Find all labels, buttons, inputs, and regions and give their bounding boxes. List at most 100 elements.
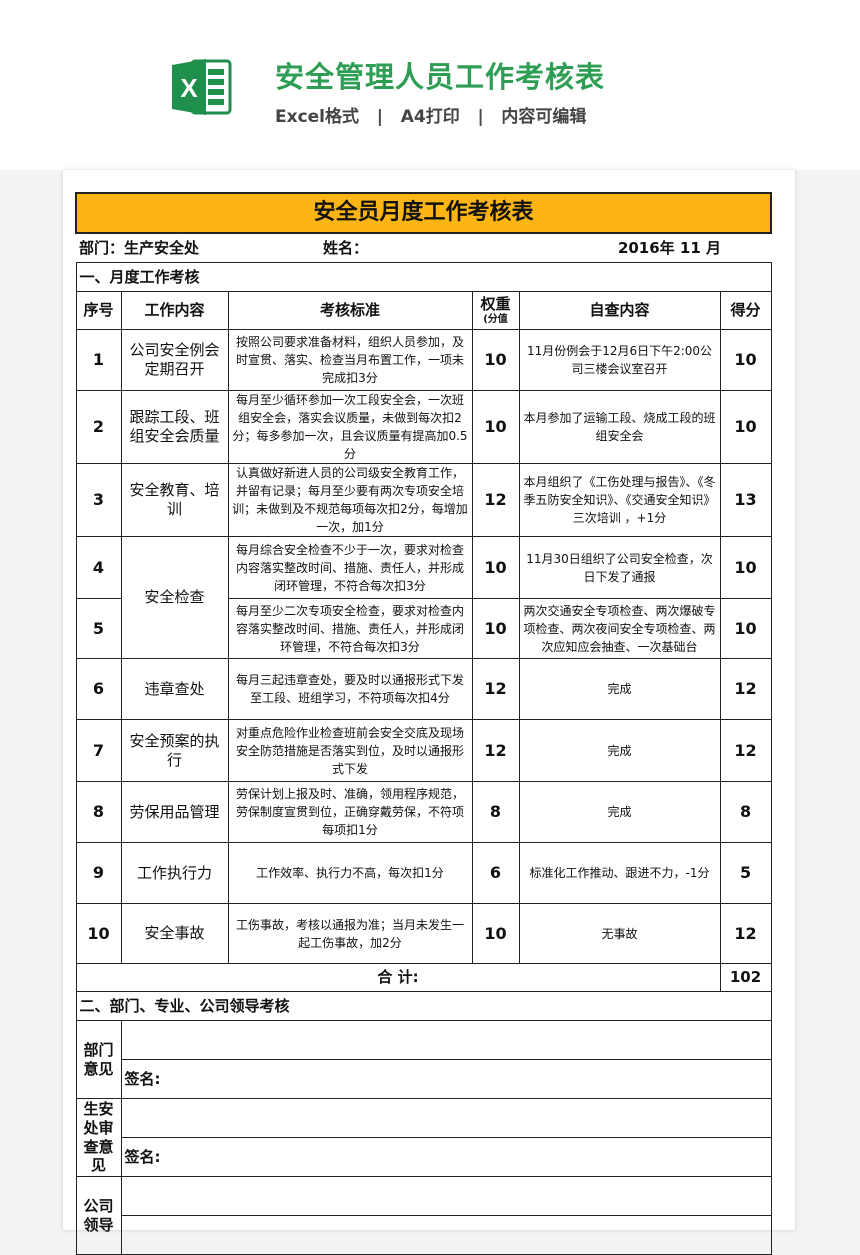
work-item: 安全教育、培训 (120, 463, 229, 537)
row-number: 10 (75, 903, 122, 964)
signature-field[interactable]: 签名: (120, 1137, 772, 1177)
name-label: 姓名： (323, 238, 369, 257)
score: 10 (719, 390, 772, 464)
weight: 12 (471, 463, 520, 537)
row-number: 4 (75, 536, 122, 599)
criteria: 每月综合安全检查不少于一次，要求对检查内容落实整改时间、措施、责任人，并形成闭环… (227, 536, 473, 599)
table-row: 8 劳保用品管理 劳保计划上报及时、准确，领用程序规范，劳保制度宣贯到位，正确穿戴劳… (75, 781, 772, 843)
weight-unit-label: (分值 (483, 313, 508, 325)
score: 12 (719, 658, 772, 720)
total-score: 102 (719, 963, 772, 992)
self-check: 本月组织了《工伤处理与报告》、《冬季五防安全知识》、《交通安全知识》三次培训 ，… (518, 463, 721, 537)
criteria: 每月三起违章查处，要及时以通报形式下发至工段、班组学习，不符项每次扣4分 (227, 658, 473, 720)
score: 10 (719, 536, 772, 599)
score: 8 (719, 781, 772, 843)
work-item: 安全预案的执行 (120, 719, 229, 782)
col-header-no: 序号 (75, 291, 122, 330)
table-row: 9 工作执行力 工作效率、执行力不高，每次扣1分 6 标准化工作推动、跟进不力，-1分 5 (75, 842, 772, 904)
self-check: 完成 (518, 658, 721, 720)
table-row: 5 每月至少二次专项安全检查，要求对检查内容落实整改时间、措施、责任人，并形成闭环… (75, 598, 772, 659)
work-item: 安全事故 (120, 903, 229, 964)
score: 5 (719, 842, 772, 904)
work-item: 跟踪工段、班组安全会质量 (120, 390, 229, 464)
col-header-weight: 权重 (分值 (471, 291, 520, 330)
col-header-criteria: 考核标准 (227, 291, 473, 330)
work-item: 公司安全例会定期召开 (120, 329, 229, 391)
row-number: 8 (75, 781, 122, 843)
review-label: 生安处审查意见 (75, 1098, 122, 1177)
table-row: 7 安全预案的执行 对重点危险作业检查班前会安全交底及现场安全防范措施是否落实到位，… (75, 719, 772, 782)
review-opinion-field[interactable] (120, 1020, 772, 1060)
weight: 10 (471, 329, 520, 391)
score: 10 (719, 329, 772, 391)
criteria: 每月至少循环参加一次工段安全会，一次班组安全会，落实会议质量，未做到每次扣2分；… (227, 390, 473, 464)
self-check: 11月30日组织了公司安全检查，次日下发了通报 (518, 536, 721, 599)
svg-text:X: X (180, 73, 198, 103)
criteria: 按照公司要求准备材料，组织人员参加，及时宣贯、落实、检查当月布置工作，一项未完成… (227, 329, 473, 391)
row-number: 3 (75, 463, 122, 537)
work-item: 工作执行力 (120, 842, 229, 904)
table-row: 10 安全事故 工伤事故，考核以通报为准；当月未发生一起工伤事故，加2分 10 无事故 1… (75, 903, 772, 964)
weight: 12 (471, 658, 520, 720)
col-header-score: 得分 (719, 291, 772, 330)
criteria: 工伤事故，考核以通报为准；当月未发生一起工伤事故，加2分 (227, 903, 473, 964)
row-number: 9 (75, 842, 122, 904)
section2-heading: 二、部门、专业、公司领导考核 (75, 991, 772, 1021)
table-row: 4 安全检查 每月综合安全检查不少于一次，要求对检查内容落实整改时间、措施、责任人，… (75, 536, 772, 659)
signature-field[interactable] (120, 1215, 772, 1255)
excel-icon: X (172, 59, 232, 115)
weight-label: 权重 (480, 294, 511, 313)
row-number: 2 (75, 390, 122, 464)
self-check: 两次交通安全专项检查、两次爆破专项检查、两次夜间安全专项检查、两次应知应会抽查、… (518, 598, 721, 659)
table-row: 1 公司安全例会定期召开 按照公司要求准备材料，组织人员参加，及时宣贯、落实、检查当… (75, 329, 772, 391)
weight: 10 (471, 903, 520, 964)
signature-field[interactable]: 签名: (120, 1059, 772, 1099)
criteria: 每月至少二次专项安全检查，要求对检查内容落实整改时间、措施、责任人，并形成闭环管… (227, 598, 473, 659)
table-row: 6 违章查处 每月三起违章查处，要及时以通报形式下发至工段、班组学习，不符项每次扣4… (75, 658, 772, 720)
score: 10 (719, 598, 772, 659)
doc-subtitle: Excel格式 | A4打印 | 内容可编辑 (275, 107, 587, 127)
weight: 12 (471, 719, 520, 782)
self-check: 无事故 (518, 903, 721, 964)
self-check: 本月参加了运输工段、烧成工段的班组安全会 (518, 390, 721, 464)
criteria: 对重点危险作业检查班前会安全交底及现场安全防范措施是否落实到位，及时以通报形式下… (227, 719, 473, 782)
date-label: 2016年 11 月 (617, 238, 722, 257)
criteria: 劳保计划上报及时、准确，领用程序规范，劳保制度宣贯到位，正确穿戴劳保，不符项每项… (227, 781, 473, 843)
self-check: 完成 (518, 781, 721, 843)
review-opinion-field[interactable] (120, 1098, 772, 1138)
review-label: 公司领导 (75, 1176, 122, 1255)
doc-title: 安全管理人员工作考核表 (275, 60, 606, 94)
table-row: 3 安全教育、培训 认真做好新进人员的公司级安全教育工作，并留有记录；每月至少要有两… (75, 463, 772, 537)
section1-heading: 一、月度工作考核 (75, 262, 772, 292)
row-number: 7 (75, 719, 122, 782)
weight: 6 (471, 842, 520, 904)
review-label: 部门意见 (75, 1020, 122, 1099)
col-header-self: 自查内容 (518, 291, 721, 330)
row-number: 6 (75, 658, 122, 720)
review-opinion-field[interactable] (120, 1176, 772, 1216)
sheet-title: 安全员月度工作考核表 (74, 192, 773, 234)
score: 12 (719, 719, 772, 782)
score: 12 (719, 903, 772, 964)
self-check: 标准化工作推动、跟进不力，-1分 (518, 842, 721, 904)
header: X 安全管理人员工作考核表 Excel格式 | A4打印 | 内容可编辑 (0, 0, 860, 170)
weight: 10 (471, 390, 520, 464)
department-label: 部门：生产安全处 (79, 238, 200, 257)
weight: 8 (471, 781, 520, 843)
self-check: 11月份例会于12月6日下午2:00公司三楼会议室召开 (518, 329, 721, 391)
score: 13 (719, 463, 772, 537)
col-header-item: 工作内容 (120, 291, 229, 330)
work-item: 劳保用品管理 (120, 781, 229, 843)
criteria: 工作效率、执行力不高，每次扣1分 (227, 842, 473, 904)
weight: 10 (471, 598, 520, 659)
row-number: 1 (75, 329, 122, 391)
table-row: 2 跟踪工段、班组安全会质量 每月至少循环参加一次工段安全会，一次班组安全会，落实会… (75, 390, 772, 464)
work-item: 违章查处 (120, 658, 229, 720)
self-check: 完成 (518, 719, 721, 782)
row-number: 5 (75, 598, 122, 659)
work-item: 安全检查 (120, 536, 229, 659)
weight: 10 (471, 536, 520, 599)
criteria: 认真做好新进人员的公司级安全教育工作，并留有记录；每月至少要有两次专项安全培训；… (227, 463, 473, 537)
assessment-table: 安全员月度工作考核表 部门：生产安全处 姓名： 2016年 11 月 一、月度工… (74, 192, 773, 1255)
total-label: 合 计: (75, 963, 721, 992)
